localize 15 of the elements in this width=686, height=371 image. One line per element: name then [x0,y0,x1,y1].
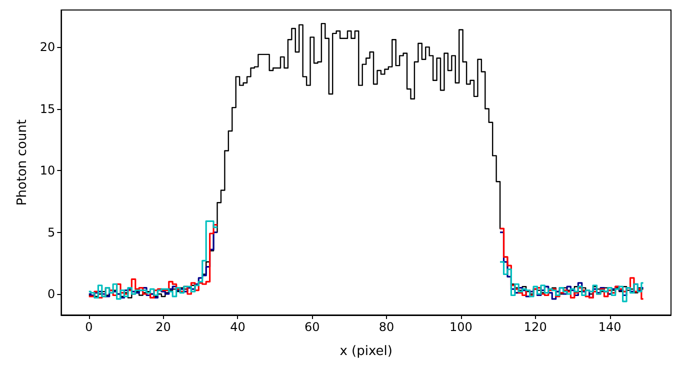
y-tick-label: 0 [48,287,56,302]
y-tick-label: 10 [40,164,56,178]
y-tick-label: 5 [48,225,56,240]
x-tick-label: 140 [598,320,622,334]
x-tick-label: 20 [156,320,171,334]
y-tick-label: 20 [40,40,56,54]
y-tick-label: 15 [40,102,56,116]
x-axis-title: x (pixel) [340,344,392,359]
x-tick-label: 0 [85,320,93,334]
x-tick-label: 40 [230,320,246,334]
x-tick-label: 60 [304,320,320,334]
x-tick-label: 120 [524,320,547,334]
x-tick-label: 80 [378,320,394,334]
y-axis-title: Photon count [15,119,30,206]
x-tick-label: 100 [450,320,472,334]
